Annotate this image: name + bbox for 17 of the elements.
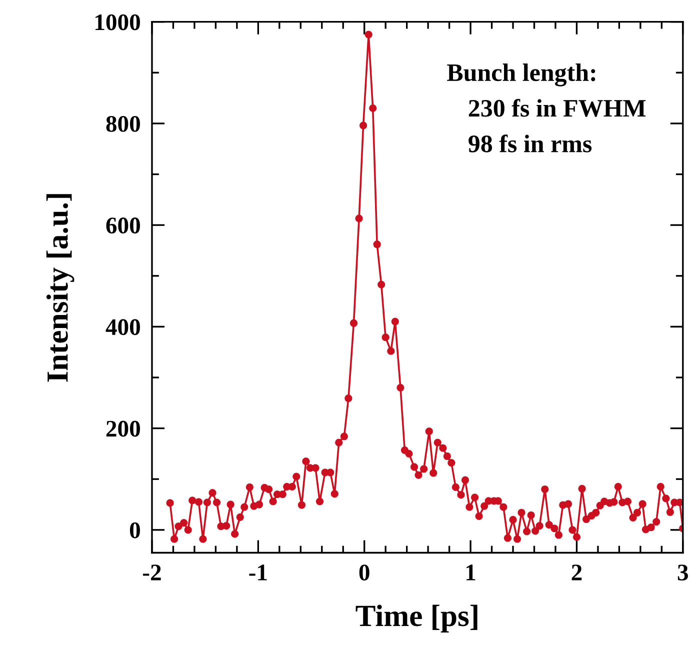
- y-tick-label: 400: [106, 319, 140, 336]
- x-axis-title: Time [ps]: [356, 604, 478, 632]
- annotation: 230 fs in FWHM: [468, 98, 646, 117]
- x-tick-label: -1: [249, 564, 267, 580]
- annotation: 98 fs in rms: [468, 134, 592, 152]
- y-axis-title: Intensity [a.u.]: [46, 194, 74, 382]
- x-tick-label: 3: [678, 564, 688, 580]
- annotation: Bunch length:: [447, 64, 596, 86]
- y-tick-label: 1000: [96, 14, 140, 30]
- x-tick-label: -2: [143, 564, 161, 580]
- y-tick-label: 200: [106, 420, 140, 437]
- x-tick-label: 2: [572, 564, 582, 580]
- y-tick-label: 0: [130, 522, 140, 538]
- y-tick-label: 800: [106, 116, 140, 132]
- x-tick-label: 1: [466, 564, 476, 580]
- x-tick-label: 0: [359, 564, 370, 580]
- y-tick-label: 600: [106, 218, 140, 234]
